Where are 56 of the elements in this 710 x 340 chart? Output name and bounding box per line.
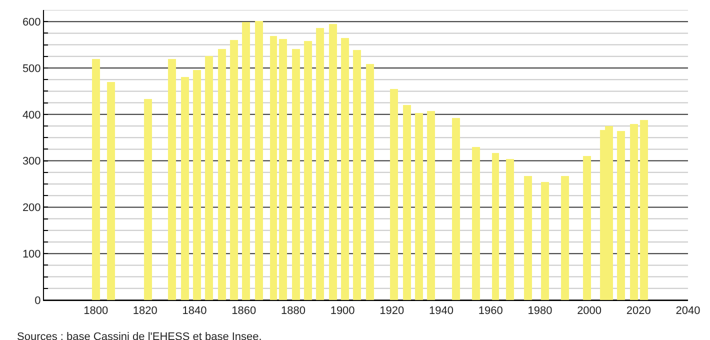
y-tick-label: 300 [22,156,41,168]
y-tick-label: 500 [22,62,41,75]
y-tick-label: 100 [22,248,41,260]
y-tick-label: 600 [22,16,41,28]
bar [541,182,549,300]
bar [617,131,625,300]
bar [427,111,435,300]
x-tick-label: 1980 [528,305,552,318]
bar [492,153,499,300]
y-tick-label: 0 [34,294,41,307]
bar [640,120,648,300]
bar [255,21,263,300]
bar [181,77,189,300]
x-tick-label: 1900 [330,305,355,318]
bar [168,59,176,300]
y-tick-label: 400 [22,109,41,122]
x-tick-label: 1940 [429,305,454,318]
bar [92,59,100,300]
bar [341,38,349,300]
bar [144,99,152,300]
bar [304,41,312,300]
bar [415,113,423,300]
bar [403,105,411,300]
y-tick-label: 200 [22,202,41,214]
bar [583,156,591,300]
bar [506,159,514,300]
bar [366,64,374,300]
bar [630,124,638,300]
x-tick-label: 1860 [232,305,256,318]
x-tick-label: 2000 [577,305,602,318]
x-tick-label: 1880 [280,305,306,318]
x-tick-label: 1920 [380,305,404,318]
bar [452,118,460,300]
source-note: Sources : base Cassini de l'EHESS et base Insee. [17,331,262,340]
bar [218,49,226,300]
bar [561,176,569,300]
bar [524,176,532,300]
bar [242,22,250,300]
x-tick-label: 1800 [84,305,108,318]
bar [205,56,213,300]
x-tick-label: 1820 [132,305,158,318]
x-tick-label: 1960 [478,305,503,318]
bar [279,39,287,300]
x-tick-label: 1840 [182,305,207,318]
bar [316,28,324,300]
x-tick-label: 2020 [626,305,651,318]
bar [472,147,480,300]
bar [193,70,201,300]
bar [390,89,398,300]
bar [270,36,277,300]
bar [292,49,300,300]
bar [107,82,115,300]
bar [329,24,337,300]
bar [230,40,238,300]
bar [353,50,361,300]
x-tick-label: 2040 [676,305,700,318]
